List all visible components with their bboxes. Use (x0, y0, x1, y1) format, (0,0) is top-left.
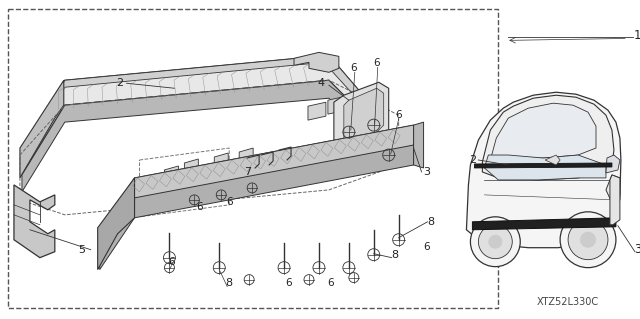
Polygon shape (214, 153, 228, 169)
Polygon shape (22, 56, 359, 152)
Polygon shape (239, 148, 253, 164)
Polygon shape (483, 95, 614, 180)
Text: 8: 8 (391, 250, 398, 260)
Polygon shape (100, 125, 413, 250)
Text: 5: 5 (78, 245, 85, 255)
Polygon shape (474, 163, 612, 168)
Polygon shape (328, 96, 346, 114)
Polygon shape (467, 92, 621, 248)
Text: 8: 8 (226, 278, 233, 288)
Polygon shape (606, 155, 620, 173)
Polygon shape (100, 145, 413, 270)
Polygon shape (545, 155, 560, 165)
Bar (8, 9, 499, 308)
Polygon shape (98, 178, 134, 270)
Polygon shape (353, 112, 371, 130)
Text: 6: 6 (168, 257, 175, 267)
Polygon shape (184, 159, 198, 175)
Text: 6: 6 (328, 278, 334, 288)
Text: 7: 7 (244, 167, 251, 177)
Circle shape (560, 212, 616, 268)
Text: 6: 6 (196, 202, 203, 212)
Text: 2: 2 (469, 155, 476, 165)
Polygon shape (22, 56, 359, 175)
Text: 6: 6 (351, 63, 357, 73)
Text: 4: 4 (317, 78, 324, 88)
Polygon shape (308, 102, 326, 120)
Polygon shape (134, 125, 413, 200)
Text: 3: 3 (634, 243, 640, 256)
Polygon shape (22, 80, 359, 192)
Text: 6: 6 (226, 197, 232, 207)
Polygon shape (610, 175, 620, 225)
Circle shape (470, 217, 520, 267)
Text: 3: 3 (423, 167, 430, 177)
Text: 6: 6 (373, 58, 380, 68)
Polygon shape (14, 185, 55, 258)
Polygon shape (334, 82, 388, 152)
Text: 6: 6 (285, 278, 292, 288)
Text: XTZ52L330C: XTZ52L330C (537, 297, 599, 307)
Polygon shape (195, 184, 208, 200)
Text: 1: 1 (634, 29, 640, 42)
Polygon shape (490, 103, 596, 160)
Polygon shape (164, 166, 179, 182)
Text: 8: 8 (427, 217, 434, 227)
Circle shape (488, 235, 502, 249)
Polygon shape (20, 80, 64, 178)
Circle shape (568, 220, 608, 260)
Text: 6: 6 (423, 242, 430, 252)
Polygon shape (484, 155, 606, 180)
Circle shape (478, 225, 512, 259)
Circle shape (580, 232, 596, 248)
Text: 2: 2 (116, 78, 123, 88)
Polygon shape (294, 52, 339, 72)
Polygon shape (413, 122, 424, 168)
Polygon shape (606, 175, 620, 205)
Polygon shape (472, 218, 616, 230)
Polygon shape (170, 191, 184, 207)
Polygon shape (344, 88, 384, 145)
Text: 6: 6 (396, 110, 402, 120)
